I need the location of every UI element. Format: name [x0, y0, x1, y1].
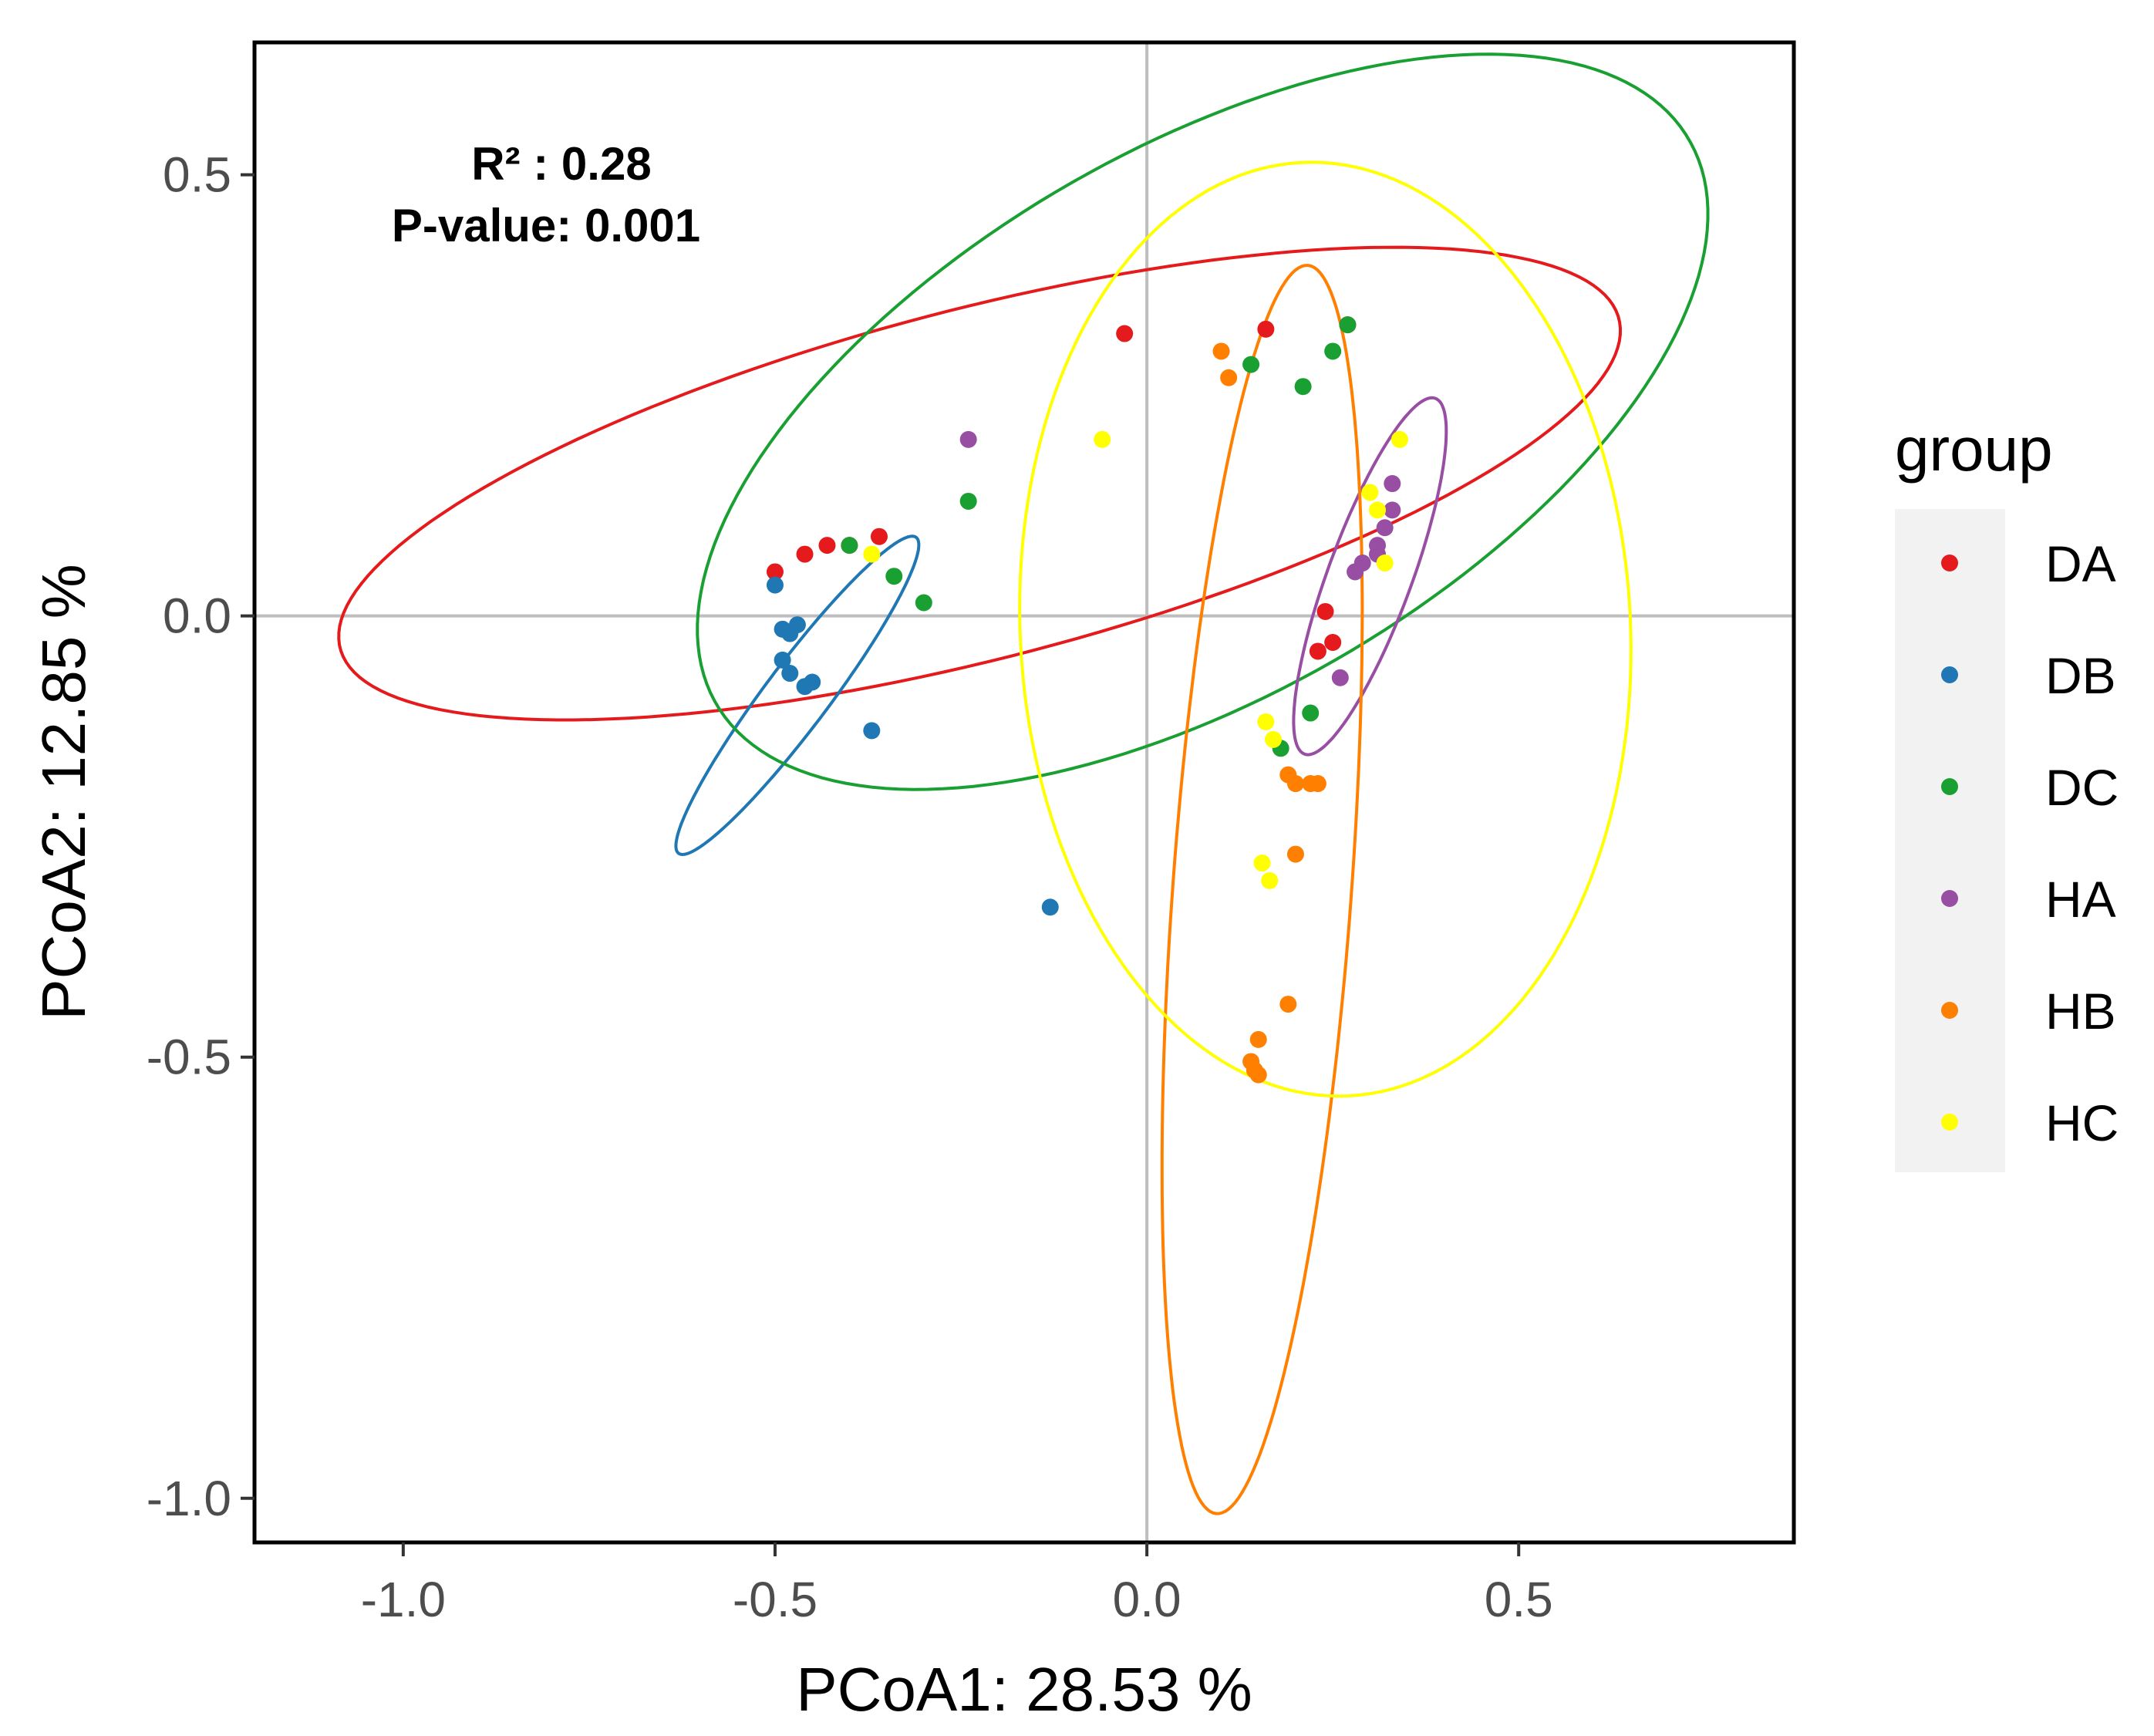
point-dc — [1302, 704, 1320, 722]
point-da — [796, 545, 814, 563]
axis-ticks: -1.0 -0.5 0.0 0.5 0.5 0.0 -0.5 -1.0 — [147, 147, 1553, 1627]
point-da — [818, 537, 836, 555]
ellipse-hc — [1018, 160, 1633, 1098]
point-dc — [1242, 356, 1260, 373]
point-da — [766, 563, 784, 581]
legend-key-dc — [1941, 778, 1958, 795]
point-hc — [1390, 430, 1408, 448]
legend-key-da — [1941, 555, 1958, 571]
point-ha — [1369, 537, 1387, 555]
point-ha — [1384, 501, 1401, 519]
point-hc — [1257, 713, 1275, 730]
point-hb — [1249, 1066, 1267, 1084]
point-ha — [1376, 519, 1394, 537]
ellipse-dc — [696, 52, 1710, 791]
point-db — [766, 576, 784, 594]
legend: group DA DB DC HA HB HC — [1895, 415, 2119, 1172]
point-dc — [915, 594, 932, 612]
point-hb — [1279, 996, 1297, 1013]
ellipse-db — [674, 534, 921, 857]
point-dc — [841, 537, 858, 555]
legend-label-da: DA — [2045, 535, 2116, 592]
point-db — [774, 651, 791, 669]
legend-label-dc: DC — [2045, 759, 2119, 816]
plot-panel-border — [252, 40, 1796, 1545]
y-tick-label: -1.0 — [147, 1471, 231, 1526]
legend-label-db: DB — [2045, 647, 2116, 704]
y-tick-label: -0.5 — [147, 1030, 231, 1085]
point-dc — [1339, 316, 1357, 334]
point-ha — [1384, 475, 1401, 493]
point-da — [1309, 642, 1326, 660]
legend-key-background — [1895, 509, 2005, 1172]
legend-title: group — [1895, 415, 2053, 484]
point-da — [1257, 320, 1275, 338]
data-points — [766, 316, 1408, 1084]
point-da — [1116, 325, 1134, 342]
x-tick-label: -0.5 — [733, 1572, 817, 1627]
point-dc — [1294, 378, 1312, 396]
x-tick-label: 0.0 — [1113, 1572, 1181, 1627]
point-hc — [1369, 501, 1387, 519]
point-hb — [1286, 845, 1304, 863]
point-dc — [1324, 342, 1342, 360]
point-db — [781, 665, 799, 683]
ellipse-da — [337, 245, 1623, 722]
x-axis-title: PCoA1: 28.53 % — [796, 1655, 1252, 1724]
point-hc — [1265, 730, 1283, 748]
point-hb — [1212, 342, 1230, 360]
x-tick-label: -1.0 — [361, 1572, 446, 1627]
point-ha — [959, 430, 977, 448]
legend-key-hb — [1941, 1002, 1958, 1019]
point-hc — [1361, 484, 1379, 501]
y-axis-title: PCoA2: 12.85 % — [29, 564, 98, 1020]
legend-key-ha — [1941, 890, 1958, 907]
point-db — [863, 722, 881, 740]
point-db — [804, 673, 821, 691]
reference-lines — [255, 42, 1794, 1542]
point-hb — [1220, 369, 1238, 386]
point-ha — [1331, 669, 1349, 686]
r-squared-annotation: R² : 0.28 — [471, 138, 651, 190]
point-hc — [1376, 555, 1394, 572]
x-tick-label: 0.5 — [1485, 1572, 1553, 1627]
legend-label-hb: HB — [2045, 983, 2116, 1040]
y-tick-label: 0.0 — [163, 588, 231, 644]
point-da — [1324, 634, 1342, 651]
point-dc — [885, 568, 903, 585]
legend-key-hc — [1941, 1114, 1958, 1131]
point-dc — [959, 492, 977, 510]
point-hc — [1094, 430, 1111, 448]
point-db — [788, 616, 806, 634]
plot-background — [255, 42, 1794, 1542]
point-hb — [1309, 775, 1326, 793]
point-hc — [1261, 871, 1279, 889]
legend-key-db — [1941, 666, 1958, 683]
p-value-annotation: P-value: 0.001 — [392, 200, 700, 251]
point-hc — [1253, 855, 1271, 872]
point-hb — [1286, 775, 1304, 793]
point-da — [1316, 602, 1334, 620]
ellipse-hb — [1160, 264, 1364, 1515]
point-ha — [1353, 555, 1371, 572]
legend-label-ha: HA — [2045, 871, 2116, 928]
point-db — [1041, 898, 1059, 916]
point-hc — [863, 545, 881, 563]
point-hb — [1249, 1030, 1267, 1048]
ellipse-ha — [1292, 396, 1448, 757]
confidence-ellipses — [337, 52, 1710, 1515]
point-da — [870, 528, 888, 545]
y-tick-label: 0.5 — [163, 147, 231, 203]
legend-label-hc: HC — [2045, 1094, 2119, 1151]
